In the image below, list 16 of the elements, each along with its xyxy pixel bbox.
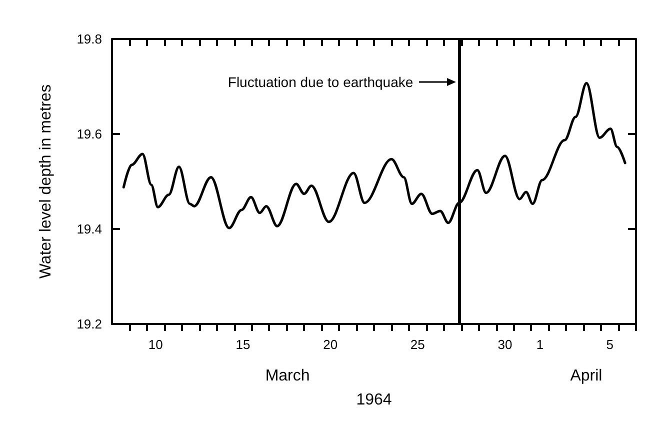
text: April bbox=[570, 368, 602, 384]
x-tick-label: 5 bbox=[606, 337, 614, 352]
annotation: Fluctuation due to earthquake bbox=[228, 74, 414, 90]
x-tick-label: 25 bbox=[410, 337, 425, 352]
x-tick-label: 1 bbox=[536, 337, 544, 352]
x-axis-title: 1964 bbox=[356, 392, 392, 408]
y-tick-label: 19.8 bbox=[76, 32, 102, 46]
x-tick-label: 30 bbox=[498, 337, 512, 352]
x-tick-label: 20 bbox=[323, 337, 338, 352]
y-tick-label: 19.6 bbox=[76, 126, 102, 142]
y-tick-label: 19.2 bbox=[76, 316, 102, 332]
x-tick-label: 15 bbox=[236, 337, 250, 352]
y-axis-title: Water level depth in metres bbox=[38, 84, 54, 279]
text: March bbox=[265, 368, 310, 384]
x-tick-label: 10 bbox=[148, 337, 163, 352]
y-tick-label: 19.4 bbox=[76, 222, 102, 236]
